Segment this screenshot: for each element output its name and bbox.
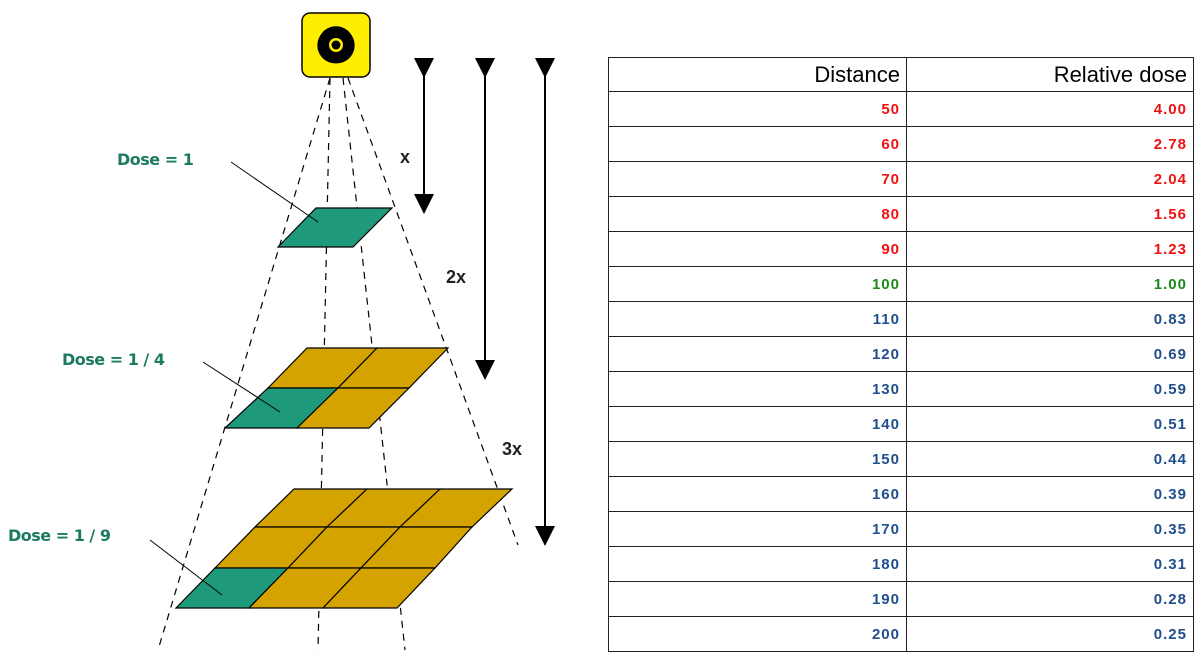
distance-cell: 160 <box>609 477 907 512</box>
table-body: 50 4.00 60 2.78 70 2.04 80 1.56 90 1.23 100 1.00 110… <box>609 92 1194 652</box>
dose-cell: 4.00 <box>907 92 1194 127</box>
dose-cell: 0.83 <box>907 302 1194 337</box>
table-row: 100 1.00 <box>609 267 1194 302</box>
distance-cell: 100 <box>609 267 907 302</box>
distance-cell: 110 <box>609 302 907 337</box>
dose-cell: 1.56 <box>907 197 1194 232</box>
distance-dose-table: Distance Relative dose 50 4.00 60 2.78 70 2.0… <box>608 57 1194 652</box>
table-row: 140 0.51 <box>609 407 1194 442</box>
dose-cell: 0.51 <box>907 407 1194 442</box>
plane-dose-1 <box>278 208 392 247</box>
dose-cell: 0.31 <box>907 547 1194 582</box>
distance-cell: 130 <box>609 372 907 407</box>
distance-cell: 200 <box>609 617 907 652</box>
dose-label-1-9: Dose = 1 / 9 <box>8 526 111 545</box>
distance-cell: 140 <box>609 407 907 442</box>
dose-cell: 1.00 <box>907 267 1194 302</box>
distance-cell: 190 <box>609 582 907 617</box>
distance-arrows <box>424 68 545 536</box>
plane-dose-1-4 <box>225 348 448 428</box>
table-row: 190 0.28 <box>609 582 1194 617</box>
table-row: 80 1.56 <box>609 197 1194 232</box>
dose-cell: 1.23 <box>907 232 1194 267</box>
radiation-trefoil-icon <box>302 13 370 77</box>
distance-cell: 70 <box>609 162 907 197</box>
distance-label-x: x <box>400 147 410 167</box>
table-row: 180 0.31 <box>609 547 1194 582</box>
distance-label-3x: 3x <box>502 439 522 459</box>
distance-cell: 60 <box>609 127 907 162</box>
dose-cell: 0.59 <box>907 372 1194 407</box>
table-row: 90 1.23 <box>609 232 1194 267</box>
distance-cell: 50 <box>609 92 907 127</box>
dose-label-1-4: Dose = 1 / 4 <box>62 350 165 369</box>
dose-cell: 0.25 <box>907 617 1194 652</box>
dose-cell: 0.35 <box>907 512 1194 547</box>
table-row: 150 0.44 <box>609 442 1194 477</box>
header-relative-dose: Relative dose <box>907 58 1194 92</box>
distance-cell: 170 <box>609 512 907 547</box>
distance-cell: 80 <box>609 197 907 232</box>
dose-cell: 0.69 <box>907 337 1194 372</box>
dose-cell: 0.39 <box>907 477 1194 512</box>
table-row: 200 0.25 <box>609 617 1194 652</box>
table-row: 160 0.39 <box>609 477 1194 512</box>
dose-label-1: Dose = 1 <box>117 150 194 169</box>
distance-label-2x: 2x <box>446 267 466 287</box>
dose-cell: 0.44 <box>907 442 1194 477</box>
table-row: 110 0.83 <box>609 302 1194 337</box>
distance-cell: 150 <box>609 442 907 477</box>
table-row: 130 0.59 <box>609 372 1194 407</box>
distance-cell: 90 <box>609 232 907 267</box>
header-distance: Distance <box>609 58 907 92</box>
distance-cell: 120 <box>609 337 907 372</box>
table-header-row: Distance Relative dose <box>609 58 1194 92</box>
dose-cell: 0.28 <box>907 582 1194 617</box>
dose-cell: 2.78 <box>907 127 1194 162</box>
table-row: 70 2.04 <box>609 162 1194 197</box>
table-row: 50 4.00 <box>609 92 1194 127</box>
inverse-square-diagram: x 2x 3x Dose = 1 Dose = 1 / 4 Dose = 1 /… <box>0 0 600 663</box>
dose-cell: 2.04 <box>907 162 1194 197</box>
distance-cell: 180 <box>609 547 907 582</box>
table-row: 120 0.69 <box>609 337 1194 372</box>
table-row: 170 0.35 <box>609 512 1194 547</box>
plane-dose-1-9 <box>176 489 512 608</box>
table-row: 60 2.78 <box>609 127 1194 162</box>
